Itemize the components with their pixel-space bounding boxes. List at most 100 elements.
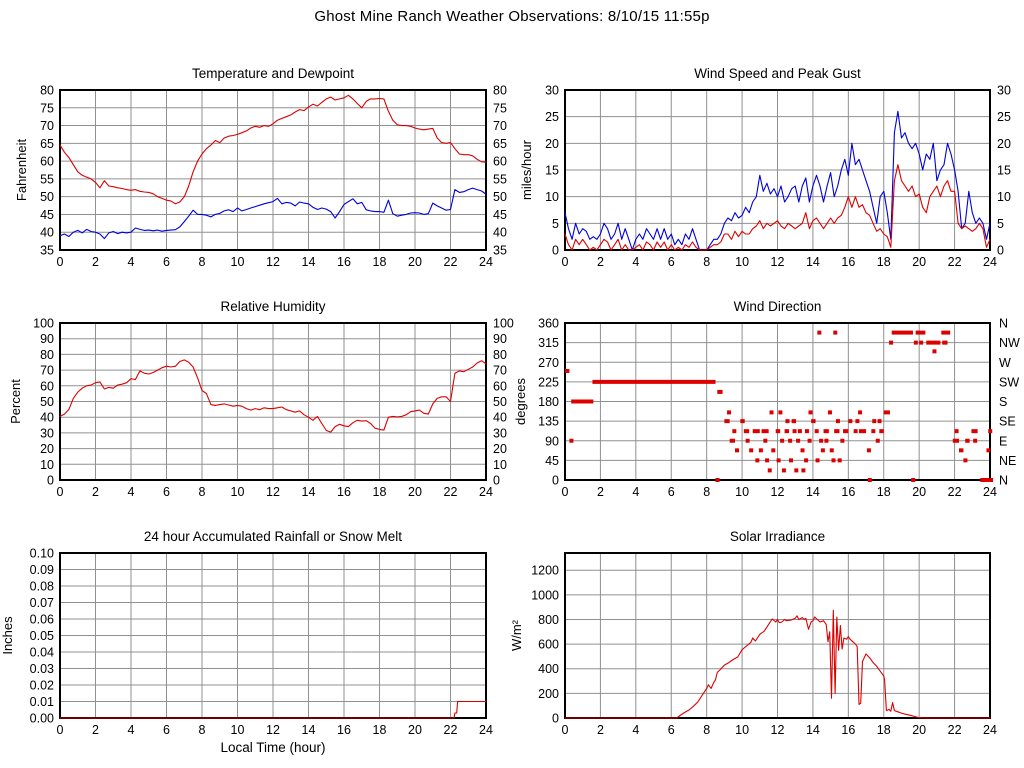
- svg-text:360: 360: [538, 317, 559, 331]
- svg-text:16: 16: [337, 485, 351, 499]
- svg-text:4: 4: [632, 723, 639, 737]
- svg-text:0.04: 0.04: [30, 646, 54, 660]
- svg-text:80: 80: [40, 348, 54, 362]
- y-tick-labels-left: 0 5 10 15 20 25 30: [545, 84, 559, 258]
- svg-text:0: 0: [552, 474, 559, 488]
- svg-text:10: 10: [735, 723, 749, 737]
- y-axis-label: miles/hour: [519, 139, 534, 200]
- svg-text:30: 30: [997, 84, 1011, 98]
- svg-text:0.02: 0.02: [30, 679, 54, 693]
- svg-text:22: 22: [948, 485, 962, 499]
- svg-text:20: 20: [912, 485, 926, 499]
- svg-text:45: 45: [545, 454, 559, 468]
- grid: [565, 553, 990, 718]
- svg-text:24: 24: [479, 255, 493, 269]
- x-tick-labels: 0 2 4 6 8 10 12 14 16 18 20 22 24: [57, 255, 493, 269]
- svg-text:14: 14: [302, 723, 316, 737]
- svg-text:20: 20: [408, 485, 422, 499]
- svg-text:90: 90: [40, 332, 54, 346]
- svg-text:2: 2: [597, 723, 604, 737]
- svg-text:600: 600: [538, 638, 559, 652]
- series-wind-direction: [565, 330, 994, 482]
- svg-text:135: 135: [538, 415, 559, 429]
- svg-text:10: 10: [997, 190, 1011, 204]
- svg-text:E: E: [999, 434, 1007, 448]
- svg-text:40: 40: [493, 226, 507, 240]
- svg-text:0.08: 0.08: [30, 580, 54, 594]
- svg-text:0: 0: [562, 255, 569, 269]
- x-axis-label: Local Time (hour): [220, 740, 325, 755]
- svg-text:0.00: 0.00: [30, 712, 54, 726]
- svg-text:NE: NE: [999, 454, 1016, 468]
- svg-text:10: 10: [231, 485, 245, 499]
- svg-text:24: 24: [983, 485, 997, 499]
- svg-text:50: 50: [493, 395, 507, 409]
- svg-text:45: 45: [40, 208, 54, 222]
- chart-title: Wind Speed and Peak Gust: [694, 66, 861, 81]
- svg-text:400: 400: [538, 662, 559, 676]
- svg-text:2: 2: [92, 255, 99, 269]
- svg-text:6: 6: [668, 255, 675, 269]
- svg-text:0: 0: [552, 244, 559, 258]
- x-tick-labels: 0 2 4 6 8 10 12 14 16 18 20 22 24: [562, 485, 997, 499]
- series-relative-humidity: [59, 359, 487, 433]
- svg-text:24: 24: [983, 255, 997, 269]
- svg-text:SE: SE: [999, 415, 1016, 429]
- svg-text:65: 65: [493, 137, 507, 151]
- svg-text:0: 0: [493, 474, 500, 488]
- svg-text:5: 5: [552, 217, 559, 231]
- svg-text:35: 35: [493, 244, 507, 258]
- svg-text:0: 0: [562, 723, 569, 737]
- svg-text:20: 20: [545, 137, 559, 151]
- svg-text:100: 100: [493, 317, 514, 331]
- page-title: Ghost Mine Ranch Weather Observations: 8…: [314, 8, 710, 25]
- svg-text:90: 90: [545, 434, 559, 448]
- svg-text:22: 22: [444, 723, 458, 737]
- svg-text:30: 30: [545, 84, 559, 98]
- svg-text:0.06: 0.06: [30, 613, 54, 627]
- chart-rainfall: 0.00 0.01 0.02 0.03 0.04 0.05 0.06 0.07 0.08 0.09…: [0, 529, 493, 755]
- x-tick-labels: 0 2 4 6 8 10 12 14 16 18 20 22 24: [562, 255, 997, 269]
- grid: [60, 553, 486, 718]
- chart-temperature-dewpoint: 3540455055606570758035404550556065707580…: [14, 66, 507, 269]
- svg-text:12: 12: [771, 255, 785, 269]
- svg-text:22: 22: [948, 255, 962, 269]
- svg-text:75: 75: [493, 101, 507, 115]
- plot-border: [564, 552, 991, 719]
- svg-text:24: 24: [479, 485, 493, 499]
- series-dewpoint: [59, 187, 487, 240]
- svg-text:10: 10: [40, 458, 54, 472]
- plot-border: [564, 89, 991, 251]
- svg-text:6: 6: [668, 485, 675, 499]
- svg-text:12: 12: [771, 723, 785, 737]
- svg-text:40: 40: [493, 411, 507, 425]
- svg-text:14: 14: [302, 255, 316, 269]
- svg-text:75: 75: [40, 101, 54, 115]
- grid: [565, 323, 990, 480]
- chart-relative-humidity: 0102030405060708090100010203040506070809…: [8, 299, 514, 499]
- svg-text:1000: 1000: [531, 588, 559, 602]
- series-temperature: [59, 94, 487, 205]
- svg-text:8: 8: [199, 255, 206, 269]
- svg-text:55: 55: [40, 172, 54, 186]
- svg-text:70: 70: [493, 119, 507, 133]
- svg-text:25: 25: [545, 110, 559, 124]
- svg-text:12: 12: [266, 485, 280, 499]
- plot-border: [564, 322, 991, 481]
- svg-text:14: 14: [302, 485, 316, 499]
- svg-text:20: 20: [408, 255, 422, 269]
- svg-text:14: 14: [806, 255, 820, 269]
- svg-text:16: 16: [841, 255, 855, 269]
- svg-text:18: 18: [877, 485, 891, 499]
- svg-text:14: 14: [806, 485, 820, 499]
- x-tick-labels: 0 2 4 6 8 10 12 14 16 18 20 22 24: [562, 723, 997, 737]
- svg-text:6: 6: [163, 485, 170, 499]
- svg-text:70: 70: [493, 364, 507, 378]
- chart-title: Temperature and Dewpoint: [192, 66, 354, 81]
- svg-text:N: N: [999, 474, 1008, 488]
- svg-text:20: 20: [912, 723, 926, 737]
- y-axis-label: Fahrenheit: [14, 139, 29, 202]
- svg-text:30: 30: [493, 426, 507, 440]
